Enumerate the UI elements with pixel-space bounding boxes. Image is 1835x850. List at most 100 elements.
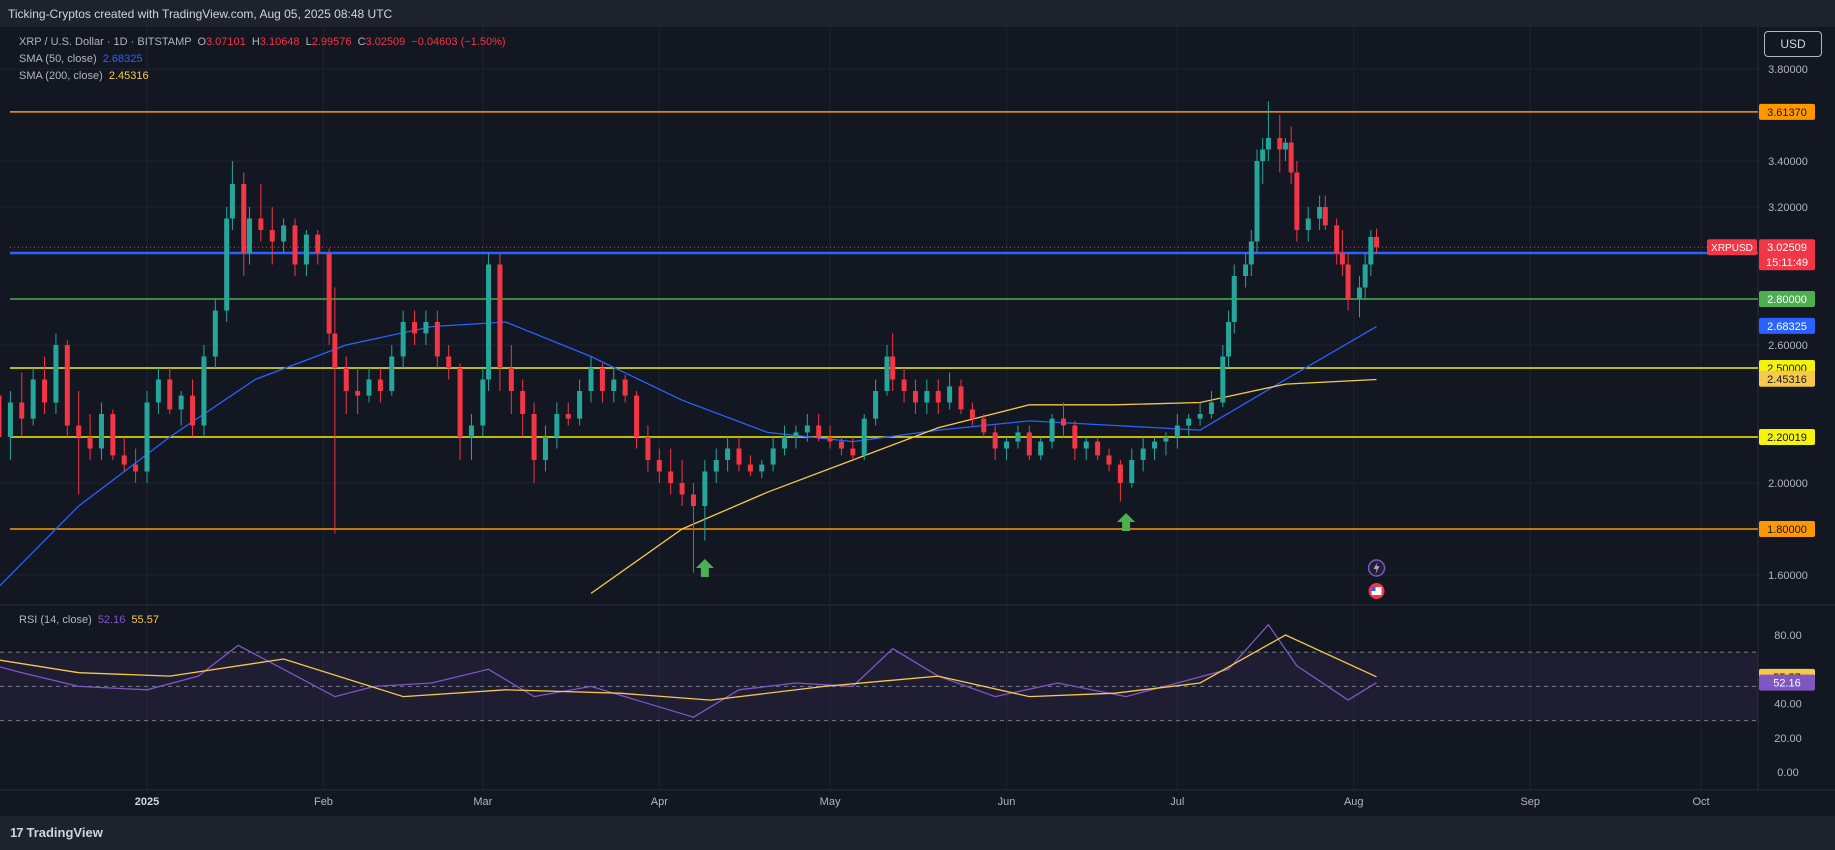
high-value: 3.10648	[259, 36, 300, 48]
candle-up	[1197, 414, 1203, 419]
rsi-label: RSI (14, close)	[19, 614, 92, 626]
candle-down	[1374, 236, 1380, 248]
candle-down	[110, 414, 116, 456]
open-label: O	[197, 36, 206, 48]
candle-down	[121, 455, 127, 465]
candle-down	[1339, 253, 1345, 265]
candle-up	[1038, 441, 1044, 456]
candle-up	[725, 448, 731, 460]
candle-down	[1277, 138, 1283, 150]
candle-up	[702, 471, 708, 506]
candle-up	[1305, 218, 1311, 230]
candle-up	[861, 418, 867, 456]
level-tag-text: 2.20019	[1767, 432, 1807, 444]
price-tick-label: 2.60000	[1768, 340, 1808, 352]
candle-up	[793, 432, 799, 437]
candle-up	[1152, 441, 1158, 449]
candle-up	[1083, 441, 1089, 449]
low-label: L	[305, 36, 312, 48]
candle-down	[1026, 432, 1032, 456]
candle-up	[588, 368, 594, 391]
rsi-tick-label: 80.00	[1774, 630, 1802, 642]
candle-up	[98, 414, 104, 449]
high-label: H	[251, 36, 260, 48]
candle-down	[76, 425, 82, 437]
candle-up	[366, 379, 372, 396]
candle-down	[1060, 418, 1066, 426]
candle-down	[241, 184, 247, 253]
candle-down	[890, 356, 896, 380]
candle-down	[64, 345, 70, 426]
candle-down	[679, 483, 685, 495]
candle-down	[656, 460, 662, 472]
candle-up	[1174, 425, 1180, 437]
time-tick-label: Mar	[473, 796, 492, 808]
up-arrow-icon	[1117, 513, 1136, 531]
candle-up	[246, 218, 252, 253]
rsi-tick-label: 40.00	[1774, 699, 1802, 711]
candle-up	[924, 391, 930, 403]
change-value: −0.04603 (−1.50%)	[411, 36, 506, 48]
last-price-tag	[1759, 239, 1815, 271]
rsi-line	[0, 623, 1377, 718]
candle-up	[303, 234, 309, 265]
tradingview-logo[interactable]: 17 TradingView	[10, 825, 103, 840]
candle-up	[1140, 448, 1146, 460]
sma50-price-tag-text: 2.68325	[1767, 321, 1807, 333]
candle-up	[770, 448, 776, 465]
rsi-tag	[1759, 674, 1815, 691]
candle-down	[1106, 455, 1112, 465]
candle-up	[947, 386, 953, 403]
price-tick-label: 3.40000	[1768, 156, 1808, 168]
candle-up	[224, 218, 230, 311]
candle-down	[622, 379, 628, 396]
chart-background	[0, 27, 1835, 816]
candle-down	[343, 368, 349, 391]
level-tag-3.61370	[1759, 103, 1815, 120]
candle-down	[434, 322, 440, 357]
candle-down	[850, 448, 856, 456]
candle-down	[634, 395, 640, 437]
candle-up	[1317, 207, 1323, 219]
candle-down	[258, 218, 264, 230]
candle-down	[981, 418, 987, 433]
level-tag-1.80000	[1759, 521, 1815, 537]
candle-down	[87, 437, 93, 449]
candle-up	[554, 414, 560, 437]
symbol-title: XRP / U.S. Dollar · 1D · BITSTAMP	[19, 36, 192, 48]
candle-up	[1356, 287, 1362, 299]
rsi-tick-label: 20.00	[1774, 733, 1802, 745]
candle-up	[1163, 437, 1169, 442]
sma50-value: 2.68325	[102, 53, 143, 65]
rsi-ma-line	[0, 634, 1377, 701]
sma200-legend[interactable]: SMA (200, close) 2.45316	[19, 70, 149, 82]
candle-down	[167, 379, 173, 410]
attribution-bar: Ticking-Cryptos created with TradingView…	[0, 0, 1835, 28]
price-tick-label: 2.00000	[1768, 478, 1808, 490]
time-tick-label: May	[820, 796, 841, 808]
lightning-glyph	[1373, 562, 1380, 574]
candle-up	[178, 395, 184, 410]
candle-up	[1015, 432, 1021, 442]
candle-up	[7, 402, 13, 437]
currency-button[interactable]: USD	[1764, 31, 1822, 57]
candle-down	[565, 414, 571, 419]
candle-up	[1248, 241, 1254, 265]
candle-up	[486, 264, 492, 380]
candle-up	[30, 379, 36, 419]
sma200-price-tag-text: 2.45316	[1767, 374, 1807, 386]
candle-down	[133, 464, 139, 472]
sma50-price-tag	[1759, 317, 1815, 334]
rsi-legend[interactable]: RSI (14, close) 52.16 55.57	[19, 614, 159, 626]
chart-canvas[interactable]: 80.00 40.00 20.00 0.00 55.57 52.16 3.61370 3.0…	[0, 27, 1835, 816]
sma50-legend[interactable]: SMA (50, close) 2.68325	[19, 53, 142, 65]
time-tick-label: Jun	[998, 796, 1016, 808]
candle-down	[901, 379, 907, 391]
flag-canton	[1371, 587, 1376, 591]
candle-up	[542, 437, 548, 460]
candle-down	[19, 402, 25, 419]
sma50-label: SMA (50, close)	[19, 53, 97, 65]
candle-up	[201, 356, 207, 426]
open-value: 3.07101	[206, 36, 246, 48]
candle-down	[355, 391, 361, 396]
